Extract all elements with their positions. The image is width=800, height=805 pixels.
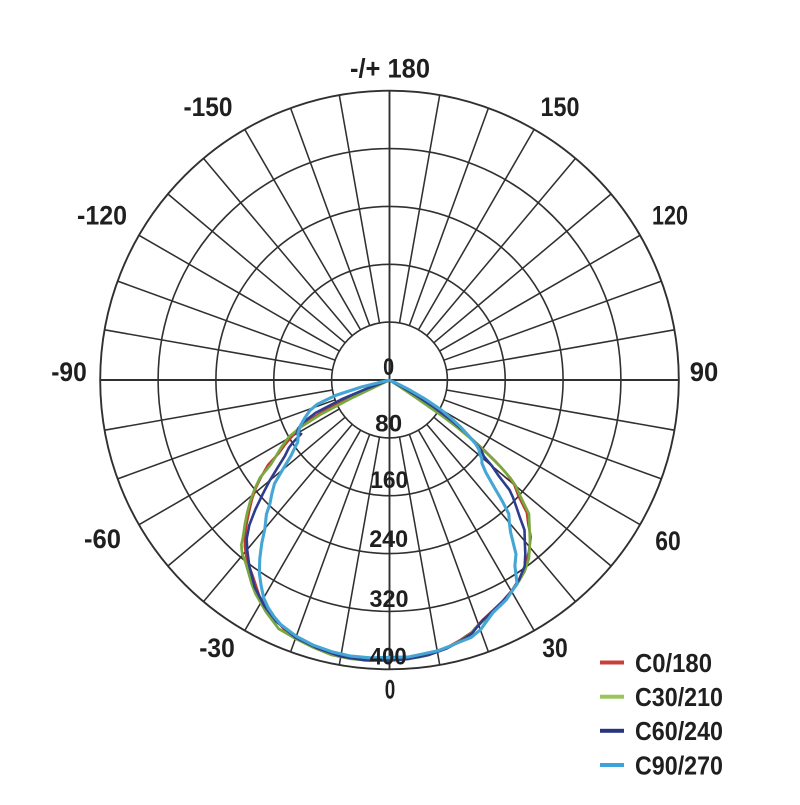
svg-text:-/+ 180: -/+ 180 xyxy=(350,53,430,83)
svg-text:80: 80 xyxy=(375,411,402,438)
svg-text:320: 320 xyxy=(370,586,409,613)
svg-text:-150: -150 xyxy=(184,92,233,122)
svg-text:160: 160 xyxy=(370,467,408,494)
svg-text:150: 150 xyxy=(541,92,580,122)
svg-text:0: 0 xyxy=(385,675,396,705)
svg-text:30: 30 xyxy=(542,633,568,663)
svg-text:-60: -60 xyxy=(84,524,121,554)
svg-text:-90: -90 xyxy=(51,357,87,387)
svg-text:400: 400 xyxy=(370,644,407,671)
svg-text:60: 60 xyxy=(655,526,681,556)
svg-text:-120: -120 xyxy=(77,201,127,231)
svg-text:C60/240: C60/240 xyxy=(635,716,723,746)
svg-text:-30: -30 xyxy=(199,633,235,663)
svg-text:C0/180: C0/180 xyxy=(635,648,712,678)
svg-text:120: 120 xyxy=(652,201,688,231)
svg-text:0: 0 xyxy=(383,354,394,381)
svg-text:C30/210: C30/210 xyxy=(635,682,723,712)
svg-text:240: 240 xyxy=(369,526,408,553)
svg-text:C90/270: C90/270 xyxy=(635,750,723,780)
svg-text:90: 90 xyxy=(690,357,719,387)
